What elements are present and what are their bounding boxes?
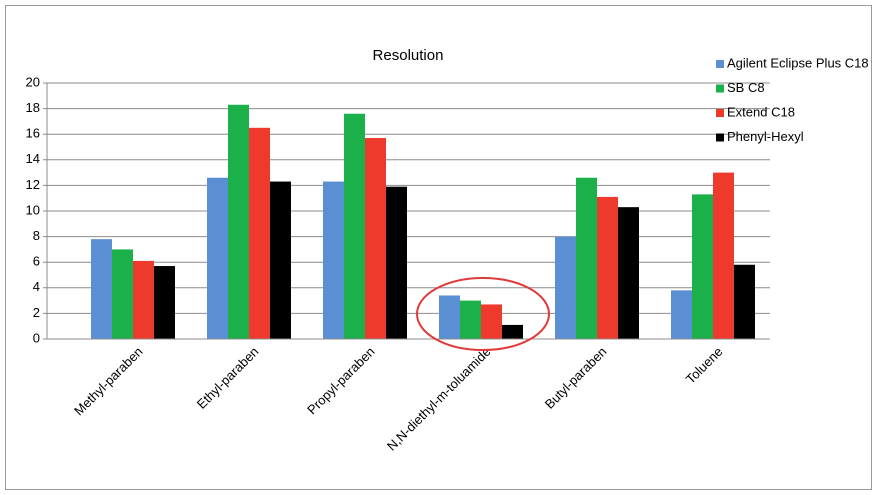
bar <box>555 236 576 339</box>
legend-marker <box>716 109 724 117</box>
bar <box>502 324 523 339</box>
bar <box>323 181 344 339</box>
bar <box>270 181 291 339</box>
bar <box>249 127 270 339</box>
bar <box>344 113 365 339</box>
chart-title: Resolution <box>373 47 444 64</box>
legend-label: SB C8 <box>727 80 765 95</box>
bar <box>692 194 713 339</box>
bar <box>439 295 460 339</box>
bar <box>207 177 228 339</box>
bar <box>576 177 597 339</box>
bar <box>618 207 639 339</box>
bar <box>460 300 481 339</box>
y-tick-label: 14 <box>26 151 40 166</box>
highlight-ellipse <box>416 277 550 351</box>
bar <box>365 138 386 339</box>
legend-label: Extend C18 <box>727 104 795 119</box>
y-tick-label: 6 <box>33 254 40 269</box>
y-tick-label: 16 <box>26 126 40 141</box>
y-tick-label: 8 <box>33 228 40 243</box>
legend-label: Agilent Eclipse Plus C18 <box>727 55 869 70</box>
bar <box>671 290 692 339</box>
y-tick-label: 4 <box>33 279 40 294</box>
legend-marker <box>716 60 724 68</box>
y-tick-label: 12 <box>26 177 40 192</box>
y-tick-label: 20 <box>26 74 40 89</box>
bar <box>112 249 133 339</box>
frame <box>5 5 872 490</box>
bar <box>133 260 154 339</box>
bar <box>481 304 502 339</box>
bar <box>154 266 175 339</box>
bar <box>734 264 755 339</box>
legend-marker <box>716 133 724 142</box>
bar <box>228 104 249 339</box>
legend-label: Phenyl-Hexyl <box>727 129 804 144</box>
y-tick-label: 2 <box>33 305 40 320</box>
bar <box>91 239 112 339</box>
legend-marker <box>716 84 724 93</box>
bar <box>713 172 734 339</box>
y-tick-label: 18 <box>26 100 40 115</box>
bar <box>386 186 407 339</box>
bar <box>597 196 618 339</box>
y-tick-label: 10 <box>26 202 40 217</box>
y-tick-label: 0 <box>33 330 40 345</box>
